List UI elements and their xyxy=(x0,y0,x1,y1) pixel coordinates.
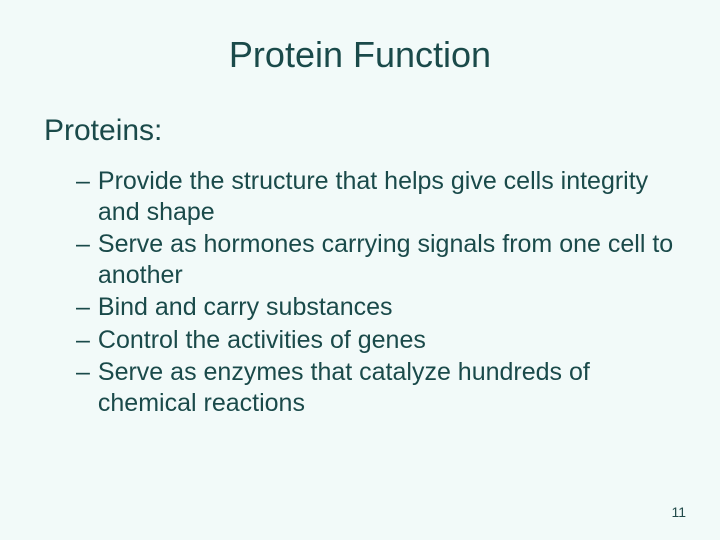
page-number: 11 xyxy=(671,504,686,520)
list-item: – Bind and carry substances xyxy=(76,292,678,323)
bullet-text: Control the activities of genes xyxy=(98,325,678,356)
list-item: – Provide the structure that helps give … xyxy=(76,166,678,227)
bullet-list: – Provide the structure that helps give … xyxy=(76,166,678,418)
dash-icon: – xyxy=(76,325,90,356)
bullet-text: Bind and carry substances xyxy=(98,292,678,323)
list-item: – Control the activities of genes xyxy=(76,325,678,356)
list-item: – Serve as hormones carrying signals fro… xyxy=(76,229,678,290)
slide-subtitle: Proteins: xyxy=(44,114,678,148)
dash-icon: – xyxy=(76,229,90,290)
dash-icon: – xyxy=(76,166,90,227)
bullet-text: Provide the structure that helps give ce… xyxy=(98,166,678,227)
dash-icon: – xyxy=(76,357,90,418)
slide-container: Protein Function Proteins: – Provide the… xyxy=(0,0,720,540)
dash-icon: – xyxy=(76,292,90,323)
bullet-text: Serve as hormones carrying signals from … xyxy=(98,229,678,290)
list-item: – Serve as enzymes that catalyze hundred… xyxy=(76,357,678,418)
slide-title: Protein Function xyxy=(42,34,678,76)
bullet-text: Serve as enzymes that catalyze hundreds … xyxy=(98,357,678,418)
